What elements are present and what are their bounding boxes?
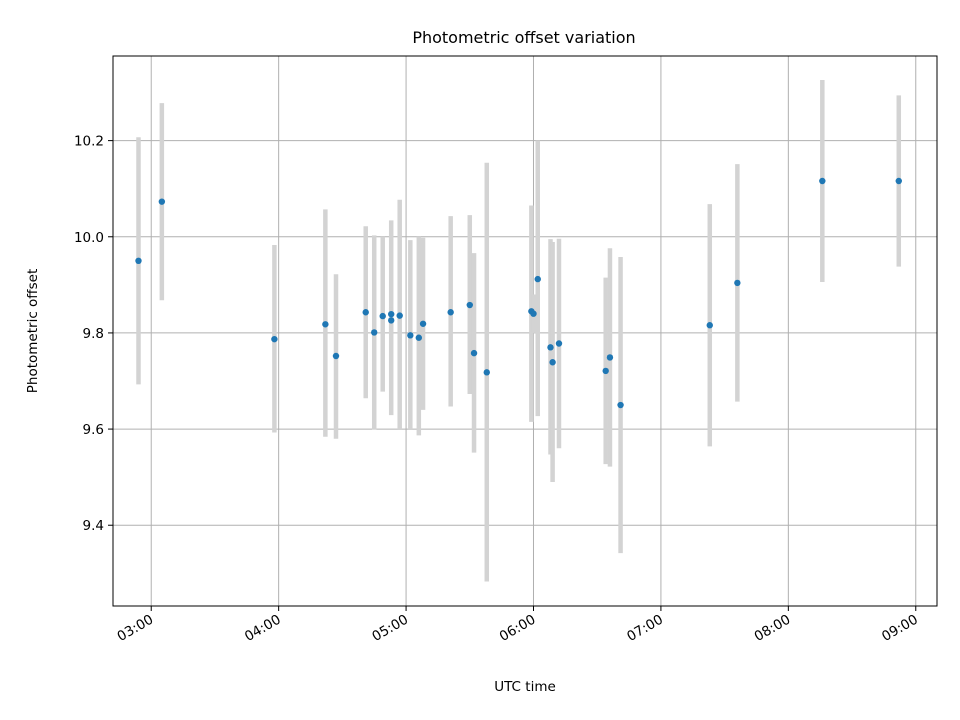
- x-tick-label: 09:00: [879, 612, 921, 645]
- grid-layer: [113, 56, 937, 606]
- x-tick-label: 05:00: [369, 612, 411, 645]
- data-point: [617, 401, 624, 409]
- x-tick-label: 08:00: [752, 612, 794, 645]
- data-point: [379, 312, 386, 320]
- data-point: [819, 177, 826, 185]
- data-point: [547, 344, 554, 351]
- data-point: [534, 275, 541, 283]
- data-point: [322, 321, 329, 328]
- data-point: [734, 279, 741, 287]
- y-tick-label: 10.0: [74, 230, 104, 246]
- data-point: [271, 335, 278, 343]
- data-point: [602, 367, 609, 375]
- y-tick-label: 10.2: [74, 134, 104, 150]
- data-point: [447, 309, 454, 316]
- data-point: [606, 354, 614, 361]
- data-point: [407, 332, 414, 339]
- x-tick-label: 03:00: [115, 612, 157, 645]
- data-point: [362, 309, 369, 316]
- data-point: [388, 317, 395, 324]
- data-point: [419, 320, 427, 327]
- data-point: [530, 310, 537, 317]
- data-point: [396, 312, 403, 319]
- data-point: [371, 329, 378, 336]
- data-point: [415, 334, 423, 341]
- tick-layer: 03:00 04:00 05:00 06:00 07:00 08:00 09:00 9.4 9.…: [74, 134, 921, 645]
- x-tick-label: 04:00: [242, 612, 284, 645]
- y-tick-label: 9.8: [83, 326, 104, 342]
- errorbar-layer: [136, 80, 902, 582]
- data-point: [332, 352, 340, 360]
- data-point: [135, 257, 142, 265]
- y-axis-label: Photometric offset: [25, 269, 41, 393]
- chart-title: Photometric offset variation: [412, 28, 635, 47]
- data-point: [555, 340, 563, 347]
- plot-frame: [112, 55, 938, 607]
- data-point: [549, 359, 556, 366]
- data-point: [895, 177, 902, 185]
- data-point: [470, 349, 478, 357]
- data-point: [388, 310, 395, 318]
- data-point: [483, 369, 490, 376]
- x-axis-label: UTC time: [494, 679, 556, 695]
- data-point: [158, 198, 166, 205]
- y-tick-label: 9.4: [83, 518, 104, 534]
- data-point: [706, 322, 713, 329]
- data-point: [466, 301, 473, 309]
- point-layer: [135, 177, 902, 409]
- x-tick-label: 07:00: [624, 612, 666, 645]
- y-tick-label: 9.6: [83, 422, 104, 438]
- x-tick-label: 06:00: [497, 612, 539, 645]
